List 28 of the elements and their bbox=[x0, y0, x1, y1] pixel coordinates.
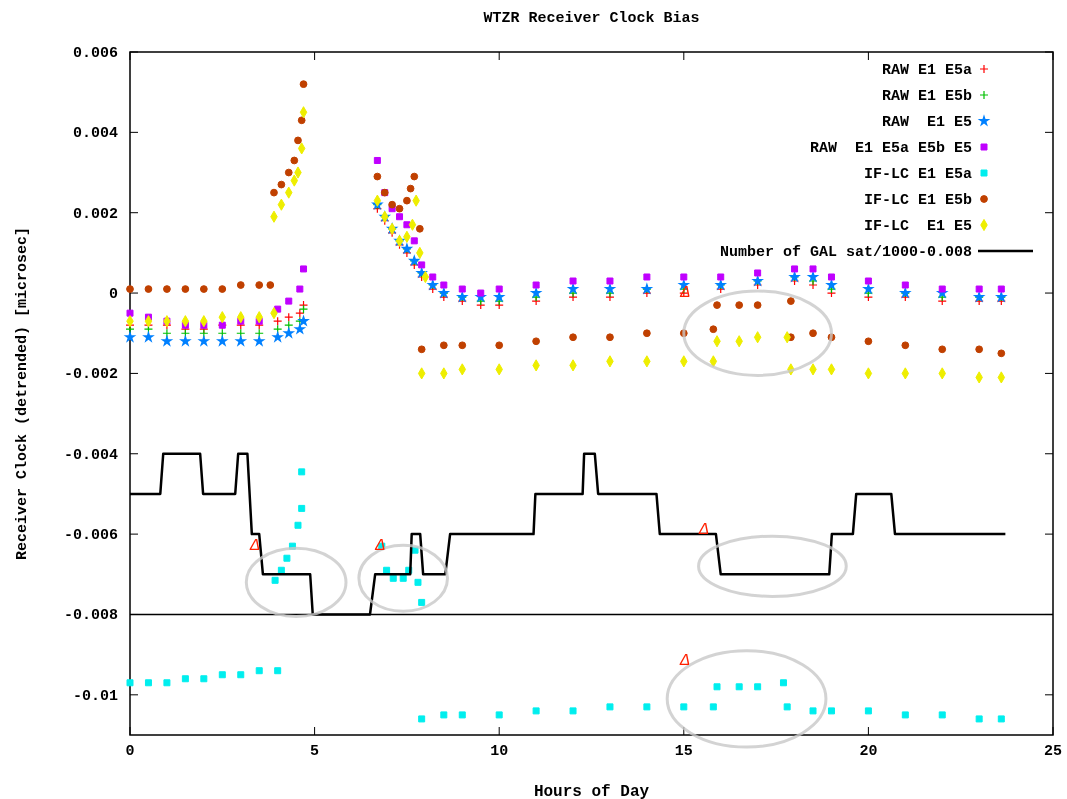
y-tick-label: -0.006 bbox=[63, 527, 118, 545]
y-tick-label: -0.008 bbox=[63, 607, 118, 625]
y-tick-label: 0.006 bbox=[72, 45, 118, 62]
x-axis-title: Hours of Day bbox=[533, 783, 650, 799]
x-tick-label: 20 bbox=[859, 743, 878, 760]
x-tick-label: 5 bbox=[310, 743, 320, 760]
y-tick-label: 0.002 bbox=[72, 205, 118, 223]
y-tick-label: -0.01 bbox=[72, 687, 118, 705]
legend-label: RAW E1 E5a bbox=[881, 62, 972, 79]
legend-label: IF-LC E1 E5b bbox=[863, 192, 972, 209]
annotation: Δ bbox=[249, 537, 260, 556]
x-tick-label: 0 bbox=[125, 743, 135, 760]
legend-label: RAW E1 E5 bbox=[881, 114, 972, 131]
legend-label: Number of GAL sat/1000-0.008 bbox=[719, 244, 972, 261]
y-axis-title: Receiver Clock (detrended) [microsec] bbox=[14, 226, 31, 561]
x-tick-label: 15 bbox=[674, 743, 693, 760]
annotation: Δ bbox=[679, 652, 690, 670]
legend-label: RAW E1 E5a E5b E5 bbox=[809, 140, 972, 157]
y-tick-label: -0.002 bbox=[63, 366, 118, 384]
chart-title: WTZR Receiver Clock Bias bbox=[483, 10, 700, 27]
legend-label: RAW E1 E5b bbox=[881, 88, 972, 105]
y-tick-label: -0.004 bbox=[63, 446, 118, 464]
y-tick-label: 0.004 bbox=[72, 125, 118, 143]
legend-label: IF-LC E1 E5 bbox=[863, 218, 972, 235]
legend-label: IF-LC E1 E5a bbox=[863, 166, 972, 183]
x-tick-label: 25 bbox=[1043, 743, 1063, 760]
y-tick-label: 0 bbox=[108, 286, 118, 304]
x-tick-label: 10 bbox=[490, 743, 509, 760]
